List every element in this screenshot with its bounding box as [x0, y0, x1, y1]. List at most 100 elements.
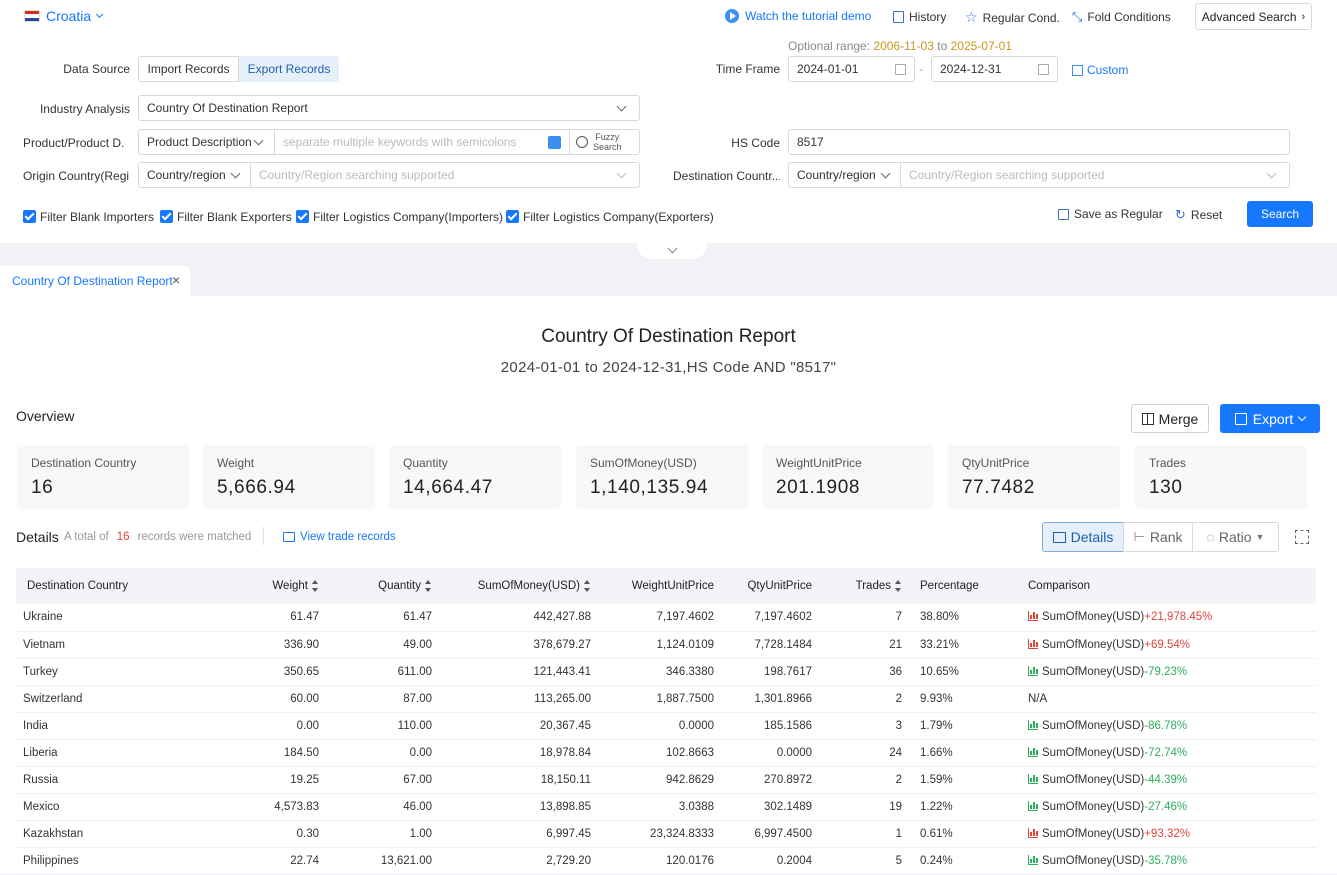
total-suffix: records were matched — [137, 531, 252, 543]
calendar-icon — [1038, 64, 1049, 75]
view-ratio-toggle[interactable]: ◌ Ratio ▼ — [1192, 522, 1279, 552]
custom-range-button[interactable]: Custom — [1072, 63, 1128, 77]
hs-code-value: 8517 — [797, 135, 824, 149]
cell-country: Switzerland — [23, 692, 83, 705]
refresh-icon: ↻ — [1175, 207, 1186, 222]
cell-money: 13,898.85 — [539, 800, 591, 813]
product-placeholder: separate multiple keywords with semicolo… — [283, 135, 517, 149]
tab-country-of-destination[interactable]: Country Of Destination Report × — [0, 266, 190, 296]
sort-icon[interactable] — [895, 579, 902, 592]
view-rank-toggle[interactable]: ⊢ Rank — [1123, 522, 1193, 552]
records-icon — [283, 532, 295, 542]
table-row: Philippines 22.74 13,621.00 2,729.20 120.017… — [16, 847, 1316, 874]
cell-country: Liberia — [23, 746, 58, 759]
comparison-value: -35.78% — [1144, 854, 1188, 867]
cell-trades: 24 — [889, 746, 902, 759]
custom-icon — [1072, 64, 1083, 76]
tab-label: Country Of Destination Report — [12, 274, 173, 288]
card-value: 201.1908 — [776, 477, 861, 498]
save-regular-button[interactable]: Save as Regular — [1058, 207, 1163, 221]
column-label: SumOfMoney(USD) — [477, 580, 580, 593]
sort-icon[interactable] — [584, 579, 591, 592]
merge-button[interactable]: Merge — [1131, 404, 1209, 433]
hs-code-input[interactable]: 8517 — [788, 129, 1290, 155]
card-value: 1,140,135.94 — [590, 477, 709, 498]
details-label: Details — [16, 529, 59, 545]
collapse-handle[interactable] — [637, 243, 707, 259]
export-icon — [1234, 412, 1247, 425]
cell-quantity: 110.00 — [397, 719, 432, 732]
optional-range-label: Optional range: — [788, 39, 871, 53]
column-header-trades[interactable]: Trades — [819, 568, 909, 604]
close-icon[interactable]: × — [172, 272, 181, 288]
cell-qup: 270.8972 — [764, 773, 812, 786]
origin-country-input[interactable]: Country/Region searching supported — [250, 162, 640, 188]
comparison-value: +21,978.45% — [1144, 611, 1213, 624]
table-row: Russia 19.25 67.00 18,150.11 942.8629 270.897… — [16, 766, 1316, 793]
comparison-label: SumOfMoney(USD) — [1042, 719, 1145, 732]
cell-pct: 1.22% — [920, 800, 953, 813]
export-button[interactable]: Export — [1220, 404, 1320, 433]
tutorial-link[interactable]: Watch the tutorial demo — [725, 9, 871, 23]
destination-type-select[interactable]: Country/region — [788, 162, 901, 188]
optional-range-start: 2006-11-03 — [873, 39, 934, 53]
records-matched-text: A total of 16 records were matched — [64, 531, 251, 543]
table-row: Vietnam 336.90 49.00 378,679.27 1,124.0109 7,… — [16, 631, 1316, 658]
history-button[interactable]: History — [893, 10, 946, 24]
fuzzy-search-toggle[interactable]: Fuzzy Search — [569, 129, 640, 155]
view-trade-records-link[interactable]: View trade records — [283, 531, 396, 543]
view-details-toggle[interactable]: Details — [1042, 522, 1124, 552]
destination-country-input[interactable]: Country/Region searching supported — [900, 162, 1290, 188]
cell-weight: 350.65 — [283, 665, 319, 678]
search-button[interactable]: Search — [1247, 201, 1313, 227]
chevron-down-icon — [96, 10, 104, 18]
cell-pct: 0.61% — [920, 827, 953, 840]
industry-select[interactable]: Country Of Destination Report — [138, 95, 640, 121]
regular-cond-button[interactable]: ☆ Regular Cond. — [965, 9, 1060, 26]
cell-comparison: SumOfMoney(USD)-35.78% — [1021, 847, 1316, 874]
reset-button[interactable]: ↻ Reset — [1175, 207, 1222, 223]
column-header-weight[interactable]: Weight — [221, 568, 326, 604]
chevron-down-icon — [1266, 168, 1277, 179]
column-header-sum-of-money[interactable]: SumOfMoney(USD) — [439, 568, 598, 604]
cell-comparison: SumOfMoney(USD)-79.23% — [1021, 658, 1316, 685]
product-keyword-input[interactable]: separate multiple keywords with semicolo… — [274, 129, 570, 155]
filter-logistics-exporters-checkbox[interactable] — [506, 210, 519, 223]
comparison-label: SumOfMoney(USD) — [1042, 665, 1145, 678]
table-icon — [1052, 531, 1066, 543]
column-header-qty-unit-price: QtyUnitPrice — [721, 568, 819, 604]
filter-logistics-importers-checkbox[interactable] — [296, 210, 309, 223]
import-records-tab[interactable]: Import Records — [138, 56, 239, 82]
sort-icon[interactable] — [425, 579, 432, 592]
tutorial-link-label: Watch the tutorial demo — [745, 9, 872, 23]
export-records-tab[interactable]: Export Records — [239, 56, 339, 82]
cell-quantity: 611.00 — [397, 665, 432, 678]
advanced-search-button[interactable]: Advanced Search › — [1195, 3, 1312, 30]
date-start-input[interactable]: 2024-01-01 — [788, 56, 915, 82]
cell-qup: 7,728.1484 — [754, 638, 812, 651]
date-end-input[interactable]: 2024-12-31 — [931, 56, 1058, 82]
table-row: India 0.00 110.00 20,367.45 0.0000 185.1586 3 1… — [16, 712, 1316, 739]
cell-qup: 302.1489 — [764, 800, 812, 813]
filter-blank-exporters-checkbox[interactable] — [160, 210, 173, 223]
optional-range-end: 2025-07-01 — [950, 39, 1012, 53]
filter-blank-importers-checkbox[interactable] — [23, 210, 36, 223]
import-records-label: Import Records — [147, 62, 230, 76]
fold-conditions-button[interactable]: ⤡ Fold Conditions — [1072, 9, 1171, 25]
report-content — [0, 296, 1337, 874]
product-type-select[interactable]: Product Description — [138, 129, 275, 155]
country-selector[interactable]: Croatia — [46, 8, 104, 24]
chevron-down-icon — [667, 243, 678, 254]
column-header-quantity[interactable]: Quantity — [326, 568, 439, 604]
country-name: Croatia — [46, 8, 92, 24]
origin-type-select[interactable]: Country/region — [138, 162, 251, 188]
sort-icon[interactable] — [312, 579, 319, 592]
fullscreen-icon[interactable] — [1295, 530, 1309, 544]
destination-country-label: Destination Countr... — [673, 169, 780, 183]
cell-pct: 1.59% — [920, 773, 953, 786]
origin-placeholder: Country/Region searching supported — [259, 168, 455, 182]
cell-weight: 184.50 — [283, 746, 319, 759]
total-count: 16 — [116, 531, 130, 543]
cell-wup: 346.3380 — [666, 665, 714, 678]
cell-comparison: SumOfMoney(USD)-27.46% — [1021, 793, 1316, 820]
